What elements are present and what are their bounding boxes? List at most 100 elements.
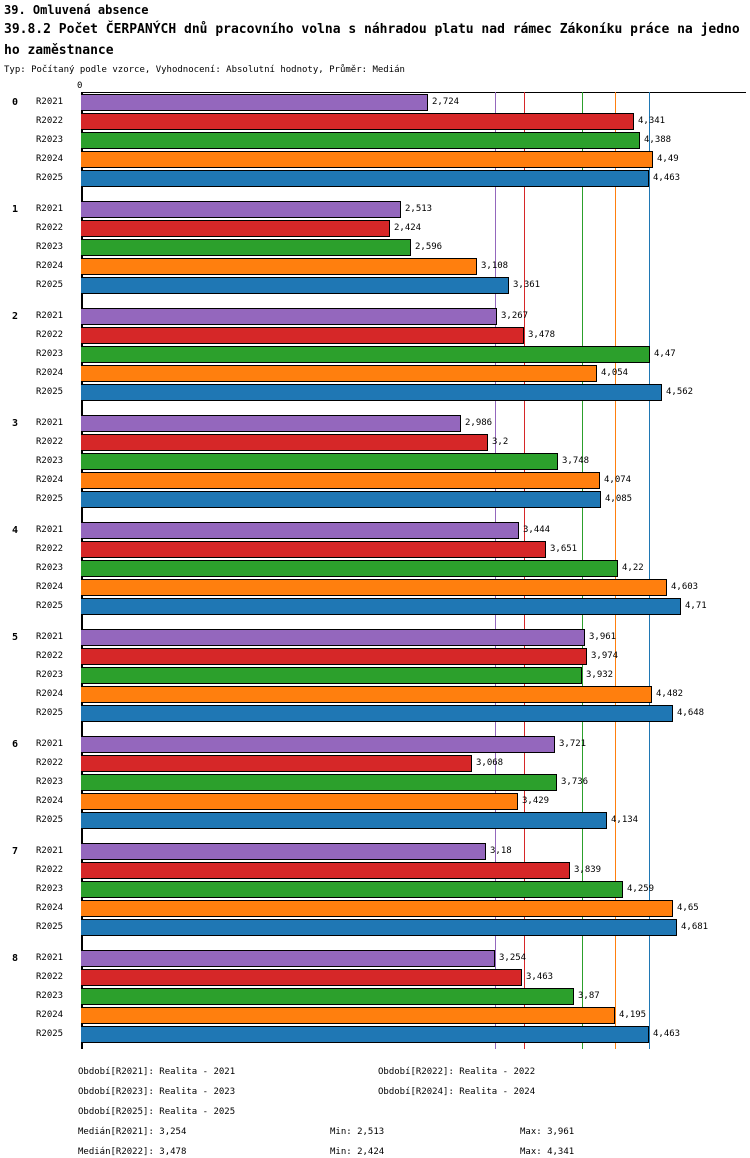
chart-row[interactable]: R2021 3,721 (0, 736, 750, 753)
chart-row[interactable]: R2021 2,724 (0, 94, 750, 111)
bar-value-label: 4,463 (653, 173, 681, 183)
bar[interactable] (81, 434, 488, 451)
bar-value-label: 3,254 (499, 953, 527, 963)
chart-row[interactable]: R2025 4,463 (0, 1026, 750, 1043)
chart-row[interactable]: R2024 4,074 (0, 472, 750, 489)
chart-row[interactable]: R2022 3,839 (0, 862, 750, 879)
chart-row[interactable]: R2023 4,388 (0, 132, 750, 149)
chart-row[interactable]: R2023 4,22 (0, 560, 750, 577)
bar[interactable] (81, 258, 477, 275)
chart-row[interactable]: R2025 4,085 (0, 491, 750, 508)
bar[interactable] (81, 950, 495, 967)
chart-row[interactable]: R2023 3,736 (0, 774, 750, 791)
bar-value-label: 3,961 (589, 632, 617, 642)
bar[interactable] (81, 365, 597, 382)
chart-row[interactable]: R2023 4,47 (0, 346, 750, 363)
chart-row[interactable]: R2024 4,195 (0, 1007, 750, 1024)
bar[interactable] (81, 686, 652, 703)
bar[interactable] (81, 220, 390, 237)
bar[interactable] (81, 327, 524, 344)
chart-row[interactable]: R2021 3,254 (0, 950, 750, 967)
bar[interactable] (81, 1007, 615, 1024)
bar[interactable] (81, 774, 557, 791)
chart-row[interactable]: R2021 3,444 (0, 522, 750, 539)
chart-row[interactable]: R2021 2,513 (0, 201, 750, 218)
chart-row[interactable]: R2021 3,961 (0, 629, 750, 646)
bar[interactable] (81, 881, 623, 898)
chart-row[interactable]: R2023 2,596 (0, 239, 750, 256)
chart-row[interactable]: R2025 4,71 (0, 598, 750, 615)
chart-row[interactable]: R2022 4,341 (0, 113, 750, 130)
bar[interactable] (81, 843, 486, 860)
chart-row[interactable]: R2023 3,87 (0, 988, 750, 1005)
bar[interactable] (81, 151, 653, 168)
bar[interactable] (81, 812, 607, 829)
bar[interactable] (81, 453, 558, 470)
bar[interactable] (81, 170, 649, 187)
chart-row[interactable]: R2025 4,134 (0, 812, 750, 829)
bar[interactable] (81, 522, 519, 539)
chart-row[interactable]: R2021 3,18 (0, 843, 750, 860)
bar[interactable] (81, 384, 662, 401)
chart-row[interactable]: R2024 4,65 (0, 900, 750, 917)
series-row-label: R2024 (36, 903, 64, 913)
bar[interactable] (81, 308, 497, 325)
chart-row[interactable]: R2023 3,932 (0, 667, 750, 684)
bar[interactable] (81, 988, 574, 1005)
page-title: 39. Omluvená absence (4, 3, 149, 17)
chart-row[interactable]: R2025 4,463 (0, 170, 750, 187)
bar[interactable] (81, 648, 587, 665)
chart-row[interactable]: R2022 3,463 (0, 969, 750, 986)
chart-row[interactable]: R2022 2,424 (0, 220, 750, 237)
bar[interactable] (81, 900, 673, 917)
bar[interactable] (81, 113, 634, 130)
chart-row[interactable]: R2024 4,603 (0, 579, 750, 596)
chart-row[interactable]: R2025 4,681 (0, 919, 750, 936)
bar[interactable] (81, 277, 509, 294)
bar[interactable] (81, 94, 428, 111)
bar[interactable] (81, 560, 618, 577)
bar-value-label: 2,513 (405, 204, 433, 214)
chart-row[interactable]: R2021 2,986 (0, 415, 750, 432)
bar[interactable] (81, 541, 546, 558)
bar[interactable] (81, 579, 667, 596)
bar-value-label: 4,71 (685, 601, 707, 611)
chart-row[interactable]: R2022 3,2 (0, 434, 750, 451)
chart-row[interactable]: R2024 4,482 (0, 686, 750, 703)
bar[interactable] (81, 919, 677, 936)
bar[interactable] (81, 346, 650, 363)
chart-row[interactable]: R2024 3,429 (0, 793, 750, 810)
bar[interactable] (81, 705, 673, 722)
bar[interactable] (81, 969, 522, 986)
bar[interactable] (81, 132, 640, 149)
chart-row[interactable]: R2022 3,651 (0, 541, 750, 558)
bar[interactable] (81, 862, 570, 879)
chart-row[interactable]: R2025 4,562 (0, 384, 750, 401)
chart-row[interactable]: R2025 3,361 (0, 277, 750, 294)
chart-row[interactable]: R2022 3,478 (0, 327, 750, 344)
bar[interactable] (81, 239, 411, 256)
bar[interactable] (81, 736, 555, 753)
chart-row[interactable]: R2022 3,068 (0, 755, 750, 772)
chart-row[interactable]: R2021 3,267 (0, 308, 750, 325)
bar[interactable] (81, 415, 461, 432)
chart-row[interactable]: R2023 4,259 (0, 881, 750, 898)
bar[interactable] (81, 755, 472, 772)
chart-row[interactable]: R2025 4,648 (0, 705, 750, 722)
bar[interactable] (81, 629, 585, 646)
chart-row[interactable]: R2022 3,974 (0, 648, 750, 665)
bar[interactable] (81, 472, 600, 489)
series-row-label: R2025 (36, 173, 64, 183)
chart-row[interactable]: R2024 3,108 (0, 258, 750, 275)
series-row-label: R2021 (36, 846, 64, 856)
chart-row[interactable]: R2024 4,49 (0, 151, 750, 168)
bar[interactable] (81, 598, 681, 615)
chart-row[interactable]: R2024 4,054 (0, 365, 750, 382)
bar-value-label: 4,054 (601, 368, 629, 378)
chart-row[interactable]: R2023 3,748 (0, 453, 750, 470)
bar[interactable] (81, 667, 582, 684)
bar[interactable] (81, 201, 401, 218)
bar[interactable] (81, 491, 601, 508)
bar[interactable] (81, 1026, 649, 1043)
bar[interactable] (81, 793, 518, 810)
